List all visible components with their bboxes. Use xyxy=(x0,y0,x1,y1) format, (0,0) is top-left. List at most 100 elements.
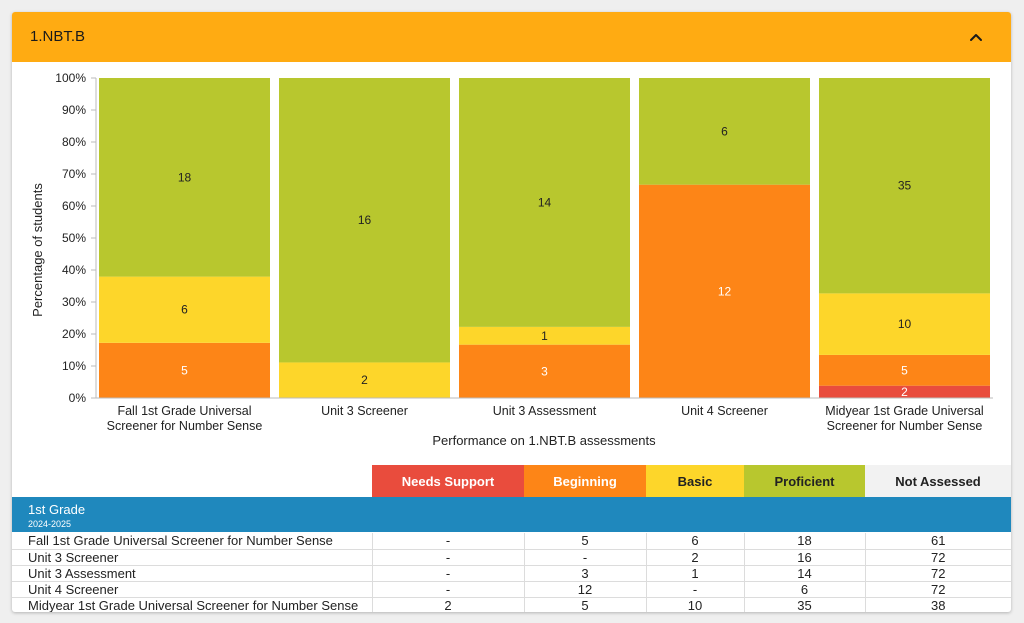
status-legend: Needs Support Beginning Basic Proficient Not… xyxy=(372,465,1011,497)
x-tick-label: Unit 3 Screener xyxy=(321,404,408,418)
count-cell: 72 xyxy=(864,581,1011,598)
stacked-bar-chart: 0% 10% 20% 30% 40% 50% 60% 70% 80% 90% 100% 5 6 18 2 1… xyxy=(30,71,993,448)
x-axis-title: Performance on 1.NBT.B assessments xyxy=(432,433,656,448)
count-cell: 2 xyxy=(371,597,524,612)
data-label: 18 xyxy=(178,170,192,184)
x-tick-label: Fall 1st Grade Universal xyxy=(117,404,251,418)
bar-segment[interactable] xyxy=(459,78,630,327)
count-cell: - xyxy=(371,549,524,566)
y-tick-label: 0% xyxy=(69,391,87,405)
card-title: 1.NBT.B xyxy=(30,28,86,45)
table-row: Unit 3 Assessment -3 1 14 72 xyxy=(12,565,1011,582)
data-label: 3 xyxy=(541,364,548,378)
count-cell: 2 xyxy=(645,549,744,566)
count-cell: 72 xyxy=(864,565,1011,582)
y-tick-label: 60% xyxy=(62,199,86,213)
count-cell: 35 xyxy=(743,597,865,612)
data-label: 6 xyxy=(721,124,728,138)
count-cell: 38 xyxy=(864,597,1011,612)
legend-item: Basic xyxy=(646,465,744,497)
bar-segment[interactable] xyxy=(279,78,450,363)
y-tick-label: 80% xyxy=(62,135,86,149)
legend-item: Needs Support xyxy=(372,465,524,497)
data-label: 5 xyxy=(181,363,188,377)
bar-segment[interactable] xyxy=(639,78,810,185)
card-header[interactable]: 1.NBT.B xyxy=(12,12,1011,62)
data-label: 2 xyxy=(361,373,368,387)
y-tick-label: 100% xyxy=(55,71,86,85)
bar-segment[interactable] xyxy=(639,184,810,398)
count-cell: 1 xyxy=(645,565,744,582)
results-table: Fall 1st Grade Universal Screener for Nu… xyxy=(12,533,1011,612)
count-cell: 3 xyxy=(523,565,646,582)
data-label: 2 xyxy=(901,385,908,399)
bar-segment[interactable] xyxy=(819,385,990,398)
count-cell: 5 xyxy=(523,597,646,612)
bar-segment[interactable] xyxy=(459,344,630,398)
bar-segment[interactable] xyxy=(819,354,990,386)
count-cell: 6 xyxy=(645,533,744,550)
bar-segment[interactable] xyxy=(99,78,270,277)
count-cell: 6 xyxy=(743,581,865,598)
y-tick-label: 90% xyxy=(62,103,86,117)
bar-segment[interactable] xyxy=(819,78,990,294)
assessment-name: Unit 4 Screener xyxy=(12,581,372,598)
count-cell: - xyxy=(371,533,524,550)
group-header: 1st Grade 2024-2025 xyxy=(12,497,1011,532)
table-row: Unit 4 Screener -12-6 72 xyxy=(12,581,1011,598)
data-label: 12 xyxy=(718,284,732,298)
table-row: Midyear 1st Grade Universal Screener for… xyxy=(12,597,1011,612)
y-axis: 0% 10% 20% 30% 40% 50% 60% 70% 80% 90% 100% xyxy=(55,71,97,405)
y-tick-label: 70% xyxy=(62,167,86,181)
x-tick-label: Midyear 1st Grade Universal xyxy=(825,404,983,418)
count-cell: 10 xyxy=(645,597,744,612)
data-label: 35 xyxy=(898,179,912,193)
legend-item: Proficient xyxy=(744,465,865,497)
assessment-name: Unit 3 Assessment xyxy=(12,565,372,582)
y-tick-label: 50% xyxy=(62,231,86,245)
count-cell: - xyxy=(523,549,646,566)
data-label: 14 xyxy=(538,195,552,209)
data-label: 10 xyxy=(898,317,912,331)
assessment-name: Fall 1st Grade Universal Screener for Nu… xyxy=(12,533,372,550)
y-tick-label: 20% xyxy=(62,327,86,341)
count-cell: 61 xyxy=(864,533,1011,550)
count-cell: - xyxy=(371,565,524,582)
count-cell: 5 xyxy=(523,533,646,550)
count-cell: 14 xyxy=(743,565,865,582)
y-axis-title: Percentage of students xyxy=(30,183,45,317)
count-cell: 18 xyxy=(743,533,865,550)
y-tick-label: 40% xyxy=(62,263,86,277)
collapse-button[interactable] xyxy=(962,24,990,50)
bar-segment[interactable] xyxy=(99,276,270,343)
y-tick-label: 10% xyxy=(62,359,86,373)
bar-segment[interactable] xyxy=(279,362,450,398)
group-name: 1st Grade xyxy=(28,502,86,517)
table-row: Unit 3 Screener - -2 16 72 xyxy=(12,549,1011,566)
data-label: 1 xyxy=(541,329,548,343)
count-cell: 12 xyxy=(523,581,646,598)
standard-card: 1.NBT.B 0% 10% 20% 30% 40% 50% 60% 70% 80% 90% 100… xyxy=(12,12,1011,612)
x-tick-label: Unit 4 Screener xyxy=(681,404,768,418)
group-year: 2024-2025 xyxy=(28,519,72,529)
table-row: Fall 1st Grade Universal Screener for Nu… xyxy=(12,533,1011,550)
data-label: 5 xyxy=(901,363,908,377)
bar-segment[interactable] xyxy=(819,293,990,355)
assessment-name: Midyear 1st Grade Universal Screener for… xyxy=(12,597,372,612)
x-tick-label: Unit 3 Assessment xyxy=(493,404,597,418)
data-label: 6 xyxy=(181,303,188,317)
assessment-name: Unit 3 Screener xyxy=(12,549,372,566)
bar-segment[interactable] xyxy=(99,342,270,398)
count-cell: - xyxy=(371,581,524,598)
chevron-up-icon xyxy=(970,34,982,41)
count-cell: 16 xyxy=(743,549,865,566)
data-label: 16 xyxy=(358,213,372,227)
bar-segment[interactable] xyxy=(459,326,630,345)
legend-item: Beginning xyxy=(524,465,646,497)
y-tick-label: 30% xyxy=(62,295,86,309)
bar-groups: 5 6 18 2 16 3 1 14 12 6 2 5 10 35 xyxy=(99,78,990,399)
x-axis: Fall 1st Grade Universal Screener for Num… xyxy=(96,397,993,433)
count-cell: - xyxy=(645,581,744,598)
count-cell: 72 xyxy=(864,549,1011,566)
x-tick-label: Screener for Number Sense xyxy=(827,419,983,433)
